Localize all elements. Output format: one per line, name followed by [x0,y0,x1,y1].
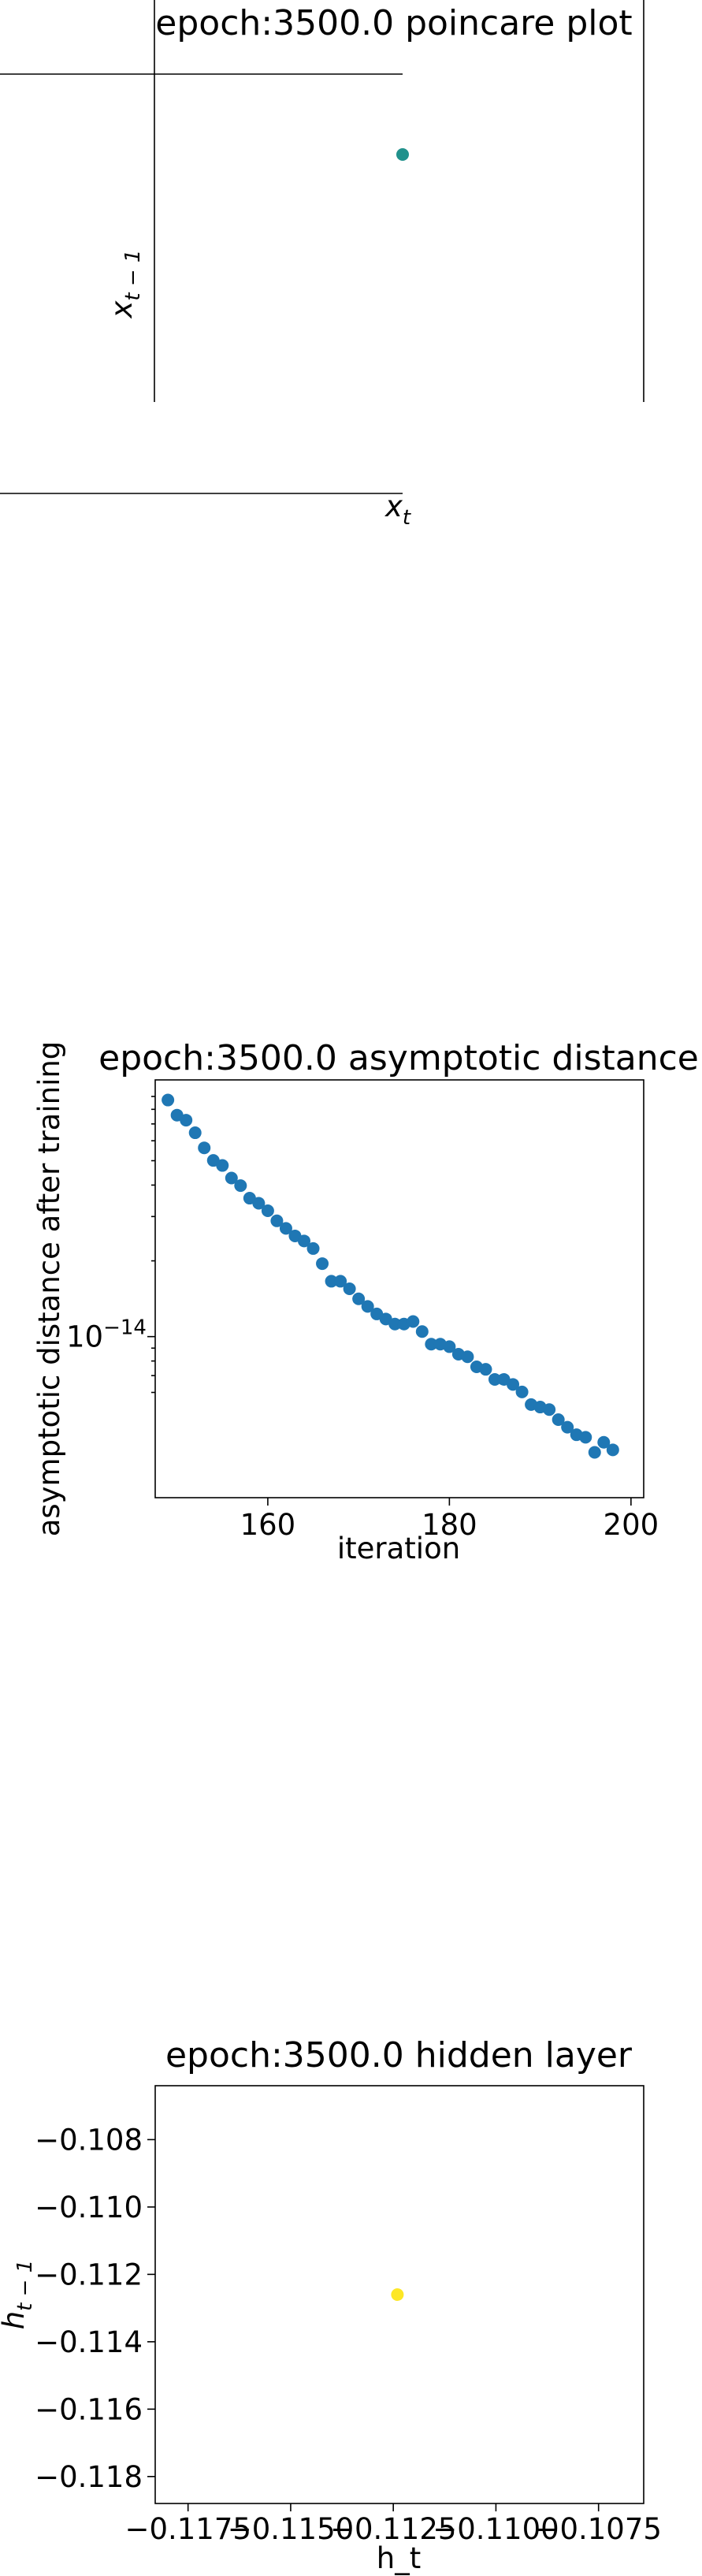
x-tick-label: −0.1150 [228,2512,354,2546]
asymptotic-distance-chart: epoch:3500.0 asymptotic distance 160 180 2… [32,1038,699,1565]
data-point [316,1257,329,1271]
chart-title: epoch:3500.0 asymptotic distance [98,1038,699,1078]
data-point [297,1234,310,1248]
data-point [515,1385,529,1398]
plot-frame [154,2085,644,2504]
data-point [343,1282,356,1295]
data-point [479,1363,492,1376]
data-point [391,2288,404,2301]
data-point [388,1317,402,1331]
x-tick-label: 200 [604,1508,659,1542]
data-point [396,148,409,161]
data-point [279,1222,292,1235]
x-tick-label: −0.1125 [330,2512,456,2546]
x-axis-label: h_t [377,2541,421,2575]
data-point [543,1403,556,1416]
y-axis-label: xt − 1 [105,250,145,319]
y-tick-label: −0.114 [35,2325,143,2359]
data-point [606,1443,619,1457]
data-point [443,1340,456,1353]
x-tick-label: −0.1100 [433,2512,559,2546]
y-tick-label: −0.116 [35,2392,143,2426]
data-point [270,1214,284,1227]
x-tick-label: −0.1175 [124,2512,251,2546]
data-point [188,1126,202,1140]
data-point [507,1378,520,1391]
data-point [588,1446,601,1459]
x-axis-label: iteration [337,1532,460,1565]
data-point [162,1093,175,1107]
data-point [407,1315,420,1328]
x-tick-label: −0.1075 [535,2512,661,2546]
y-tick-label: −0.118 [35,2460,143,2494]
data-point [252,1197,266,1210]
y-tick-label: −0.112 [35,2258,143,2291]
chart-title: epoch:3500.0 poincare plot [155,3,632,43]
x-axis-label: xt [384,490,411,530]
x-tick-label: 180 [422,1508,477,1542]
data-point [234,1179,247,1193]
data-point [425,1338,438,1351]
data-point [415,1325,429,1338]
y-tick-label: −0.108 [35,2123,143,2157]
data-point [561,1420,574,1434]
data-point [552,1413,565,1427]
data-point [597,1435,611,1449]
data-point [306,1241,320,1255]
y-tick-label: 10−14 [66,1316,147,1354]
data-point [334,1275,347,1288]
hidden-layer-chart: epoch:3500.0 hidden layer −0.1175−0.1150… [0,2035,662,2575]
plot-frame [154,1079,644,1498]
data-point [579,1431,592,1444]
data-point [461,1350,474,1364]
x-tick-label: 160 [240,1508,296,1542]
data-point [225,1171,238,1185]
data-point [361,1300,374,1313]
y-tick-label: −0.110 [35,2191,143,2224]
data-point [180,1114,193,1127]
data-point [352,1292,366,1305]
poincare-plot-chart: epoch:3500.0 poincare plot xt − 1 xt [0,0,644,530]
data-point [261,1204,274,1218]
chart-title: epoch:3500.0 hidden layer [165,2035,633,2075]
y-axis-label: asymptotic distance after training [32,1041,66,1537]
data-point [488,1372,502,1386]
y-axis-label: ht − 1 [0,2260,37,2330]
data-point [216,1159,229,1172]
data-point [325,1275,338,1288]
data-point [198,1141,211,1155]
